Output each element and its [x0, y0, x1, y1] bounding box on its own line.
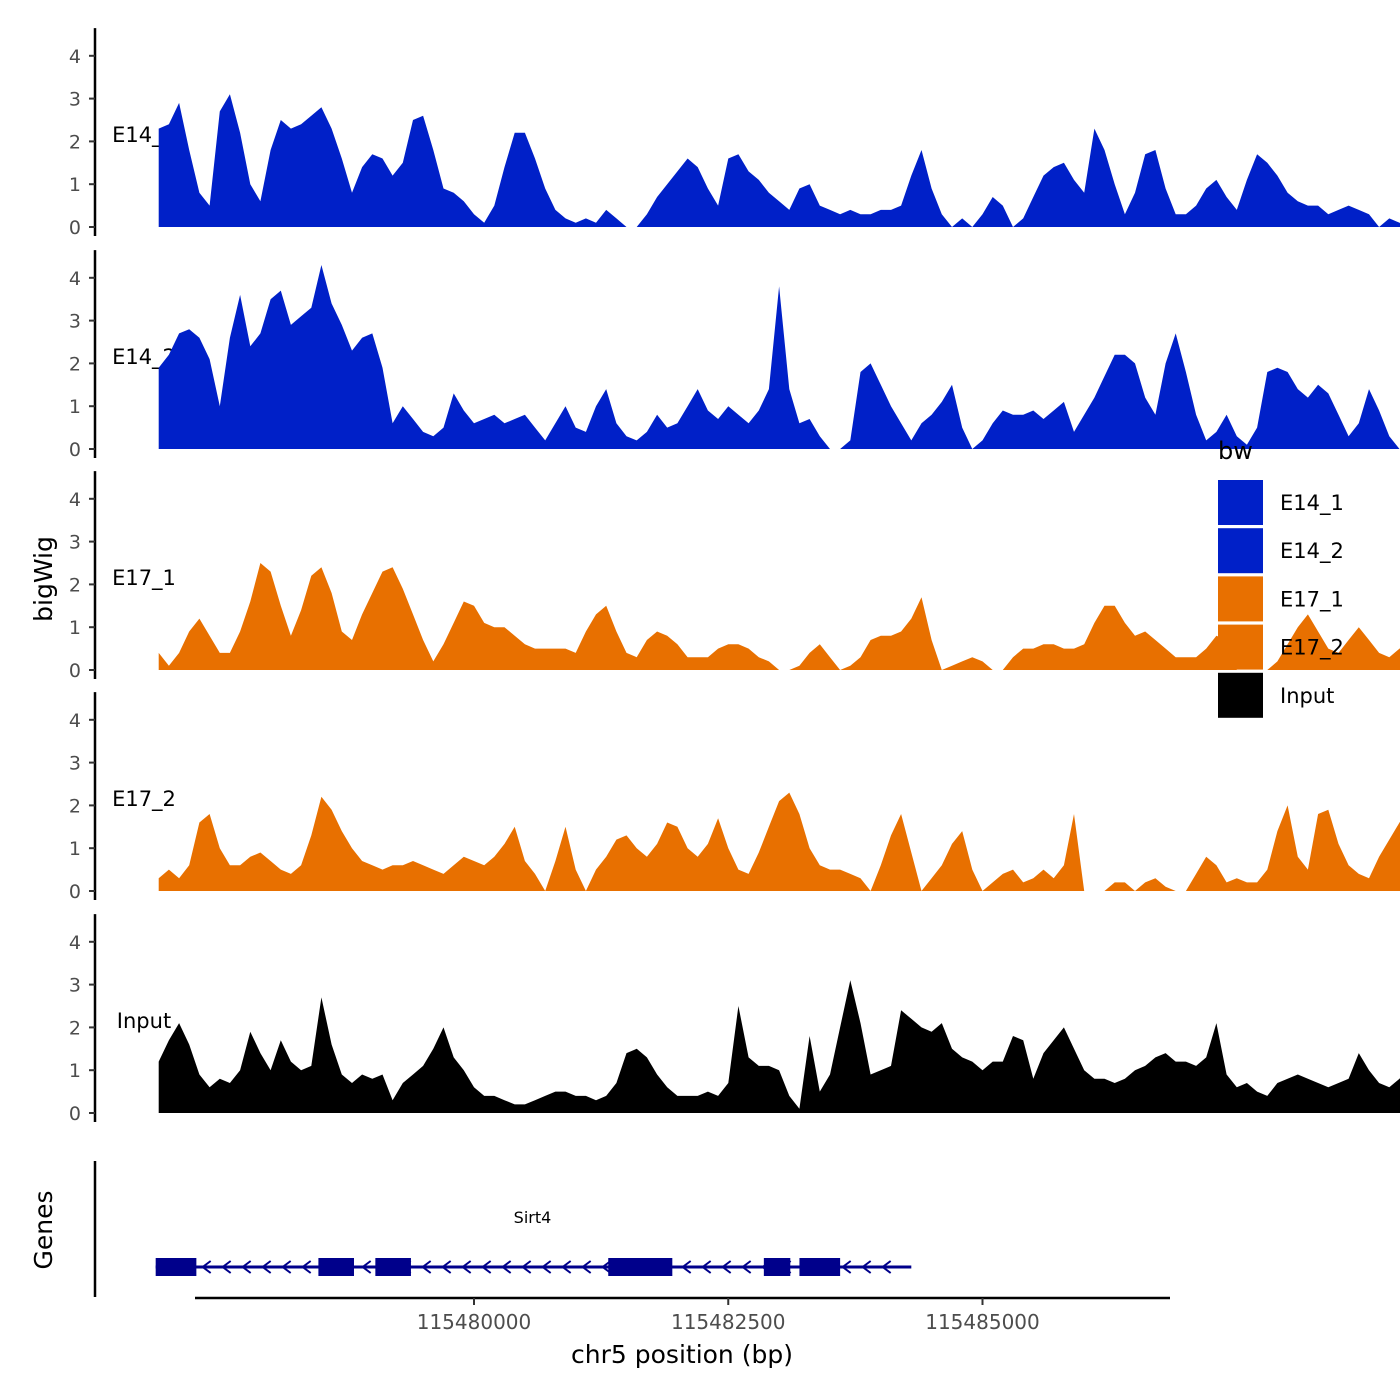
legend: bw E14_1 E14_2 E17_1 E17_2 Input	[1218, 437, 1344, 718]
exon-block	[763, 1258, 791, 1276]
strand-arrow	[701, 1260, 712, 1274]
y-axis-title: bigWig	[29, 536, 58, 622]
exon-block	[375, 1258, 411, 1276]
strand-arrow	[301, 1260, 312, 1274]
exon-block	[318, 1258, 354, 1276]
y-tick-label: 0	[69, 1103, 81, 1125]
coverage-area-E17_2	[158, 792, 1400, 891]
strand-arrow	[441, 1260, 452, 1274]
x-axis-title: chr5 position (bp)	[571, 1340, 793, 1369]
track-Input: 0 1 2 3 4 Input	[69, 914, 1400, 1125]
y-tick-label: 4	[69, 46, 81, 68]
strand-arrow	[281, 1260, 292, 1274]
strand-arrow	[481, 1260, 492, 1274]
y-tick-label: 4	[69, 489, 81, 511]
gene-name-label: Sirt4	[514, 1208, 552, 1227]
x-tick-label: 115482500	[671, 1310, 786, 1334]
y-tick-label: 2	[69, 131, 81, 153]
y-tick-label: 2	[69, 1017, 81, 1039]
y-tick-label: 2	[69, 353, 81, 375]
y-tick-label: 1	[69, 1060, 81, 1082]
y-tick-label: 3	[69, 753, 81, 775]
coverage-area-E17_1	[158, 563, 1400, 670]
strand-arrow	[601, 1260, 612, 1274]
track-label: E17_1	[112, 566, 176, 591]
x-tick-label: 115485000	[925, 1310, 1040, 1334]
y-tick-label: 0	[69, 660, 81, 682]
legend-swatch-Input	[1218, 672, 1263, 718]
y-tick-label: 3	[69, 89, 81, 111]
legend-label: E14_2	[1280, 539, 1344, 564]
y-tick-label: 1	[69, 617, 81, 639]
strand-arrow	[841, 1260, 852, 1274]
coverage-area-Input	[158, 980, 1400, 1113]
legend-title: bw	[1218, 437, 1253, 465]
legend-label: E14_1	[1280, 491, 1344, 516]
strand-arrow	[501, 1260, 512, 1274]
strand-arrow	[861, 1260, 872, 1274]
y-tick-label: 1	[69, 174, 81, 196]
genes-track-title: Genes	[29, 1190, 58, 1269]
y-tick-label: 3	[69, 311, 81, 333]
track-E17_2: 0 1 2 3 4 E17_2	[69, 692, 1400, 903]
legend-label: E17_2	[1280, 636, 1344, 661]
strand-arrow	[741, 1260, 752, 1274]
coverage-area-E14_2	[158, 265, 1400, 449]
exon-block	[799, 1258, 841, 1276]
legend-label: Input	[1280, 684, 1334, 708]
y-tick-label: 4	[69, 268, 81, 290]
y-tick-label: 2	[69, 574, 81, 596]
y-tick-label: 1	[69, 838, 81, 860]
strand-arrow	[561, 1260, 572, 1274]
strand-arrow	[681, 1260, 692, 1274]
x-tick-label: 115480000	[417, 1310, 532, 1334]
exon-block	[155, 1258, 197, 1276]
exon-block	[608, 1258, 673, 1276]
genes-track: Sirt4	[93, 1161, 912, 1297]
strand-arrow	[201, 1260, 212, 1274]
strand-arrow	[581, 1260, 592, 1274]
strand-arrow	[541, 1260, 552, 1274]
legend-swatch-E14_2	[1218, 528, 1263, 574]
x-axis: 115480000 115482500 115485000	[195, 1296, 1170, 1334]
strand-arrow	[521, 1260, 532, 1274]
strand-arrow	[461, 1260, 472, 1274]
legend-swatch-E17_1	[1218, 576, 1263, 622]
strand-arrow	[421, 1260, 432, 1274]
track-label: E17_2	[112, 787, 176, 812]
track-label: Input	[117, 1009, 171, 1033]
strand-arrow	[721, 1260, 732, 1274]
signal-tracks: 0 1 2 3 4 E14_1 0 1 2 3 4 E14_2 0 1 2 3 4 E17_1 0 1 2 3 4 E17_2…	[69, 28, 1400, 1125]
y-tick-label: 3	[69, 532, 81, 554]
y-tick-label: 1	[69, 396, 81, 418]
y-tick-label: 4	[69, 932, 81, 954]
y-tick-label: 0	[69, 439, 81, 461]
legend-label: E17_1	[1280, 587, 1344, 612]
legend-swatch-E14_1	[1218, 480, 1263, 525]
y-tick-label: 3	[69, 975, 81, 997]
y-tick-label: 2	[69, 795, 81, 817]
strand-arrow	[361, 1260, 372, 1274]
y-tick-label: 4	[69, 710, 81, 732]
strand-arrow	[241, 1260, 252, 1274]
track-E17_1: 0 1 2 3 4 E17_1	[69, 471, 1400, 682]
strand-arrow	[881, 1260, 892, 1274]
strand-arrow	[221, 1260, 232, 1274]
y-tick-label: 0	[69, 881, 81, 903]
legend-swatch-E17_2	[1218, 624, 1263, 670]
strand-arrow	[261, 1260, 272, 1274]
coverage-area-E14_1	[158, 94, 1400, 227]
y-tick-label: 0	[69, 217, 81, 239]
